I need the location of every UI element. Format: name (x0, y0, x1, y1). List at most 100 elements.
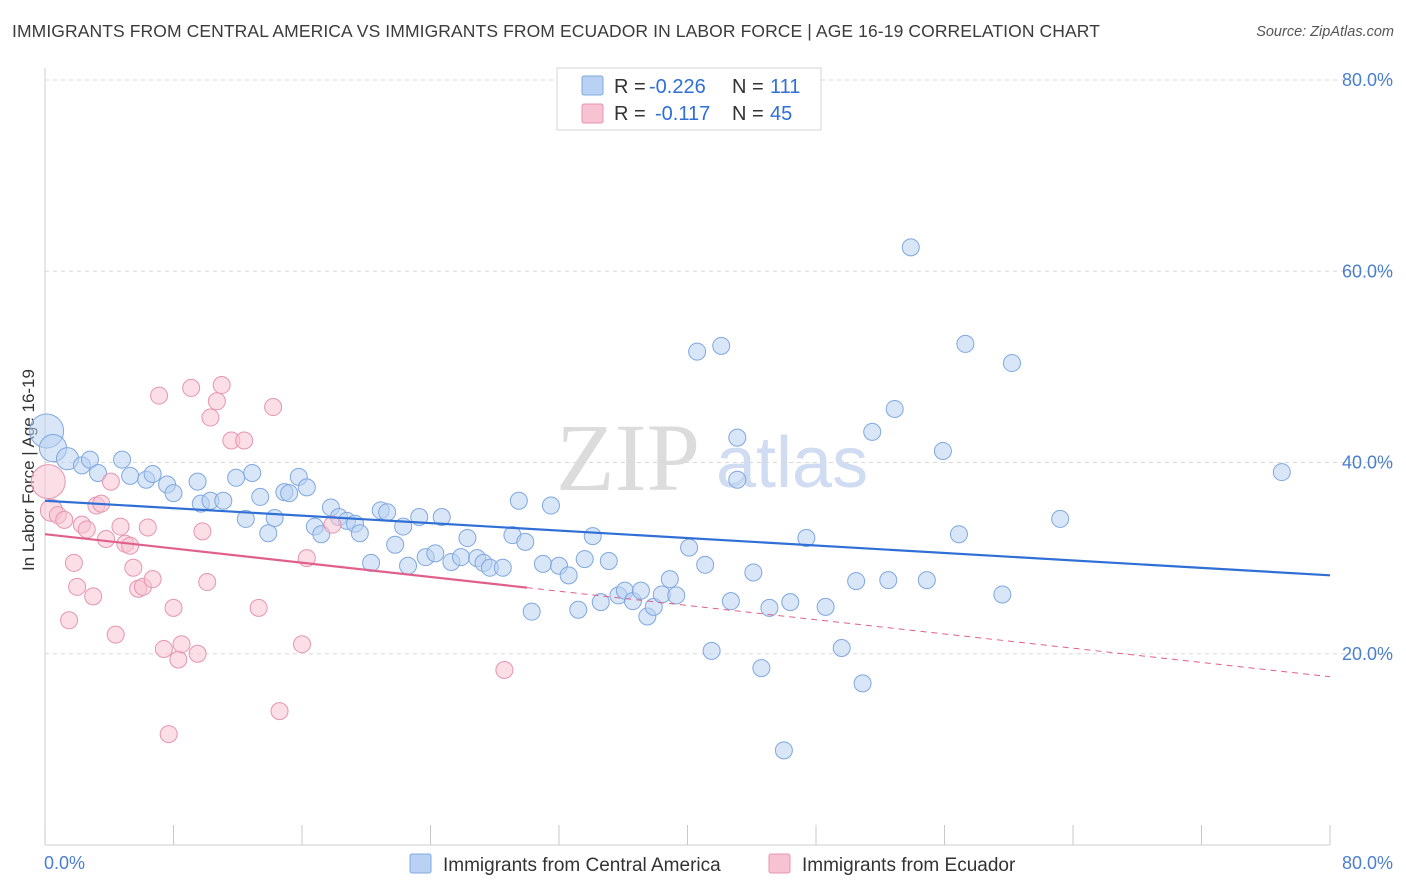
data-point (1051, 509, 1070, 528)
data-point (847, 572, 866, 591)
data-point (386, 535, 405, 554)
data-point (509, 491, 528, 510)
data-point (760, 598, 779, 617)
trend-line-ecuador (44, 533, 527, 589)
watermark: ZIP atlas (556, 404, 868, 511)
data-point (702, 641, 721, 660)
data-point (956, 334, 975, 353)
data-point (631, 581, 650, 600)
data-point (80, 450, 99, 469)
data-point (667, 586, 686, 605)
data-point (236, 509, 255, 528)
data-point (143, 570, 162, 589)
source-credit: Source: ZipAtlas.com (1256, 24, 1394, 40)
data-point (712, 336, 731, 355)
data-point (575, 550, 594, 569)
data-point (159, 725, 178, 744)
y-tick-label: 80.0% (1342, 70, 1393, 90)
trend-line-central-america (44, 499, 1331, 577)
data-point (106, 625, 125, 644)
correlation-legend: R = -0.226 N = 111 R = -0.117 N = 45 (556, 67, 822, 131)
data-point (68, 577, 87, 596)
x-tick-labels: 0.0% 80.0% (44, 853, 1393, 873)
data-point (243, 464, 262, 483)
data-point (541, 496, 560, 515)
data-point (251, 487, 270, 506)
data-point (885, 399, 904, 418)
data-point (721, 592, 740, 611)
data-point (516, 532, 535, 551)
data-point (89, 464, 108, 483)
data-point (744, 563, 763, 582)
data-point (993, 585, 1012, 604)
chart-title: IMMIGRANTS FROM CENTRAL AMERICA VS IMMIG… (12, 21, 1100, 41)
legend-n-value: 45 (770, 103, 792, 125)
series-ecuador (30, 376, 514, 744)
data-point (752, 659, 771, 678)
data-point (901, 238, 920, 257)
data-point (493, 558, 512, 577)
data-point (113, 450, 132, 469)
data-point (143, 464, 162, 483)
data-point (111, 517, 130, 536)
data-point (426, 544, 445, 563)
data-point (688, 342, 707, 361)
bottom-legend-label-ecuador: Immigrants from Ecuador (802, 855, 1016, 876)
data-point (1272, 463, 1291, 482)
legend-n-value: 111 (770, 76, 800, 98)
legend-r-label: R = (614, 103, 646, 125)
data-point (696, 555, 715, 574)
trend-lines (44, 499, 1331, 678)
data-point (265, 508, 284, 527)
x-tick-label: 80.0% (1342, 853, 1393, 873)
x-tick-label: 0.0% (44, 853, 85, 873)
data-point (264, 398, 283, 417)
data-point (235, 431, 254, 450)
data-point (214, 491, 233, 510)
data-point (728, 428, 747, 447)
data-point (297, 478, 316, 497)
data-point (172, 635, 191, 654)
data-point (280, 484, 299, 503)
data-point (452, 548, 471, 567)
data-point (121, 466, 140, 485)
watermark-zip: ZIP (556, 404, 700, 511)
data-point (293, 635, 311, 654)
data-point (495, 661, 514, 680)
data-point (533, 554, 552, 573)
legend-swatch-ecuador (581, 103, 604, 124)
data-point (583, 527, 602, 546)
data-point (323, 515, 342, 534)
data-point (124, 558, 143, 577)
data-point (1002, 354, 1021, 373)
data-point (270, 702, 289, 721)
data-point (101, 472, 120, 491)
data-point (599, 551, 618, 570)
data-point (863, 422, 882, 441)
data-point (121, 536, 140, 555)
data-point (150, 386, 169, 405)
data-point (432, 508, 451, 527)
y-tick-labels: 20.0% 40.0% 60.0% 80.0% (1342, 70, 1393, 664)
data-point (728, 470, 747, 489)
bottom-legend-label-central-america: Immigrants from Central America (443, 855, 721, 876)
legend-r-value: -0.226 (649, 76, 706, 98)
y-axis-label: In Labor Force | Age 16-19 (19, 369, 38, 571)
data-point (193, 522, 212, 541)
data-point (249, 598, 268, 617)
data-point (198, 573, 217, 592)
legend-r-value: -0.117 (655, 103, 710, 125)
data-point (797, 529, 816, 548)
data-point (816, 597, 835, 616)
data-point (933, 442, 952, 461)
legend-n-label: N = (732, 103, 764, 125)
data-point (188, 644, 207, 663)
data-point (591, 593, 610, 612)
data-point (227, 468, 246, 487)
data-point (84, 587, 103, 606)
data-point (949, 525, 968, 544)
bottom-legend-swatch-central-america (409, 853, 432, 874)
data-point (879, 571, 898, 590)
bottom-legend-swatch-ecuador (768, 853, 791, 874)
